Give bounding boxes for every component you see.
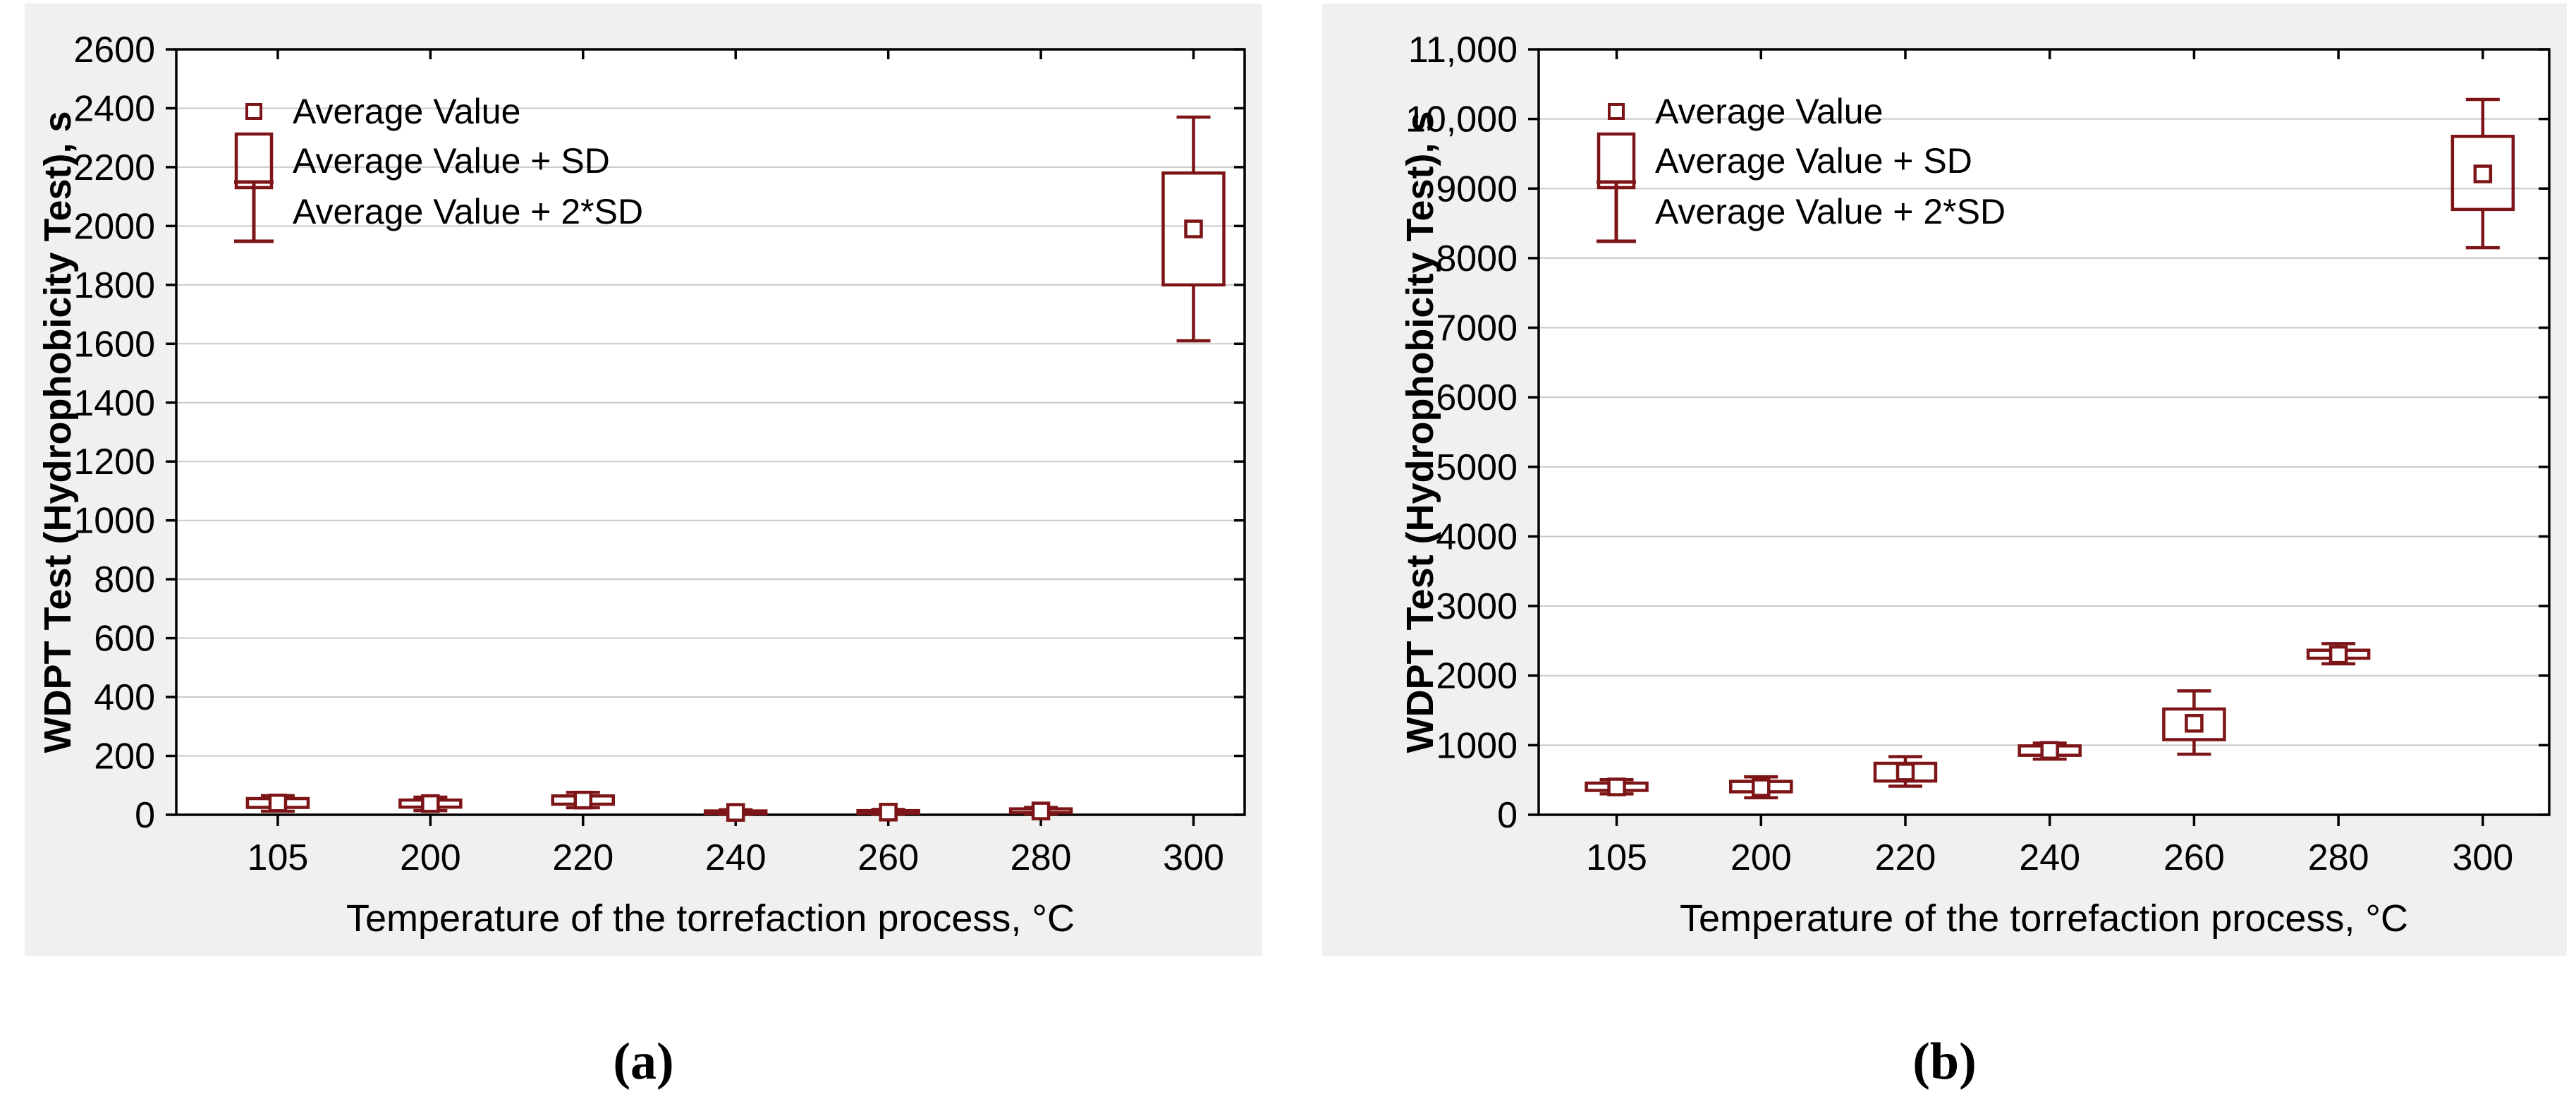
- x-tick-label: 280: [2308, 837, 2369, 878]
- legend-label: Average Value + SD: [293, 141, 610, 181]
- y-tick-label: 11,000: [1408, 30, 1518, 71]
- x-axis-title: Temperature of the torrefaction process,…: [1680, 897, 2408, 940]
- y-tick-label: 9000: [1436, 169, 1518, 210]
- panel-b-chart: 0 1000 2000 3000 4000 5000 6000 7000 8000 9000 10,…: [1322, 4, 2567, 956]
- box-glyph-260: [856, 802, 920, 822]
- x-tick-label: 240: [705, 837, 767, 878]
- legend-label: Average Value + 2*SD: [293, 192, 643, 231]
- box-glyph-240: [2018, 741, 2082, 761]
- caption-a: (a): [613, 1033, 674, 1091]
- mean-marker: [726, 803, 745, 822]
- x-tick-label: 260: [857, 837, 919, 878]
- x-tick-label: 200: [1730, 837, 1792, 878]
- plot-area: [176, 49, 1245, 815]
- y-tick-label: 7000: [1436, 308, 1518, 349]
- mean-marker: [2473, 164, 2493, 183]
- box-glyph-280: [2306, 642, 2371, 666]
- plot-border: [1537, 48, 2551, 816]
- mean-marker: [1896, 763, 1915, 782]
- x-tick-label: 240: [2019, 837, 2080, 878]
- y-tick-label: 4000: [1436, 516, 1518, 557]
- y-tick-label: 2200: [73, 147, 155, 188]
- box-glyph-200: [1729, 775, 1793, 800]
- y-tick-label: 2000: [73, 206, 155, 247]
- caption-b: (b): [1912, 1033, 1977, 1091]
- y-axis-title: WDPT Test (Hydrophobicity Test), s: [37, 111, 79, 753]
- mean-marker: [421, 794, 440, 813]
- mean-marker: [1607, 777, 1626, 796]
- box-glyph-200: [398, 794, 463, 813]
- y-tick-label: 1800: [73, 265, 155, 306]
- y-tick-label: 5000: [1436, 447, 1518, 488]
- boxplot-b: 0 1000 2000 3000 4000 5000 6000 7000 8000 9000 10,…: [1399, 30, 2551, 940]
- y-tick-label: 8000: [1436, 238, 1518, 279]
- y-tick-label: 2400: [73, 88, 155, 129]
- mean-marker: [879, 802, 898, 822]
- box-glyph-105: [1585, 777, 1649, 796]
- box-glyph-220: [1873, 755, 1938, 788]
- legend-label: Average Value: [293, 92, 520, 131]
- mean-marker: [2040, 741, 2059, 760]
- x-tick-label: 220: [552, 837, 614, 878]
- y-tick-label: 800: [94, 559, 155, 600]
- sd-box: [1161, 171, 1226, 287]
- x-tick-label: 105: [1586, 837, 1647, 878]
- legend: Average Value Average Value + SD Average V…: [1597, 92, 2006, 243]
- x-tick-label: 200: [400, 837, 461, 878]
- mean-marker: [2185, 714, 2204, 733]
- y-tick-label: 6000: [1436, 377, 1518, 418]
- mean-marker: [1184, 219, 1203, 238]
- mean-marker: [573, 790, 593, 810]
- box-glyph-240: [703, 803, 768, 822]
- y-tick-label: 400: [94, 677, 155, 718]
- y-tick-label: 3000: [1436, 586, 1518, 627]
- x-tick-label: 260: [2163, 837, 2225, 878]
- y-tick-label: 1200: [73, 442, 155, 483]
- box-glyph-105: [245, 794, 310, 813]
- box-glyph-260: [2162, 689, 2226, 756]
- x-tick-label: 280: [1011, 837, 1072, 878]
- legend-label: Average Value + SD: [1655, 141, 1972, 181]
- boxplot-a: 0 200 400 600 800 1000 1200 1400 1600 1800 2000 220…: [37, 30, 1246, 940]
- mean-marker: [2328, 645, 2348, 665]
- x-tick-label: 300: [1163, 837, 1224, 878]
- sd-box: [2162, 707, 2226, 741]
- x-axis-title: Temperature of the torrefaction process,…: [346, 897, 1075, 940]
- panel-a-chart: 0 200 400 600 800 1000 1200 1400 1600 1800 2000 220…: [25, 4, 1262, 956]
- mean-square-marker: [245, 103, 262, 120]
- mean-marker: [1031, 801, 1051, 820]
- box-glyph-300: [2450, 97, 2515, 250]
- y-tick-label: 1000: [73, 501, 155, 542]
- box-glyph-220: [551, 790, 616, 810]
- mean-square-marker: [1608, 103, 1625, 120]
- y-tick-label: 10,000: [1405, 99, 1518, 140]
- mean-marker: [268, 794, 288, 813]
- y-tick-label: 2000: [1436, 656, 1518, 697]
- box-glyph-300: [1161, 115, 1226, 343]
- mean-marker: [1752, 778, 1771, 797]
- legend-label: Average Value: [1655, 92, 1883, 131]
- x-tick-label: 220: [1875, 837, 1936, 878]
- legend-label: Average Value + 2*SD: [1655, 192, 2006, 231]
- box-glyph-280: [1008, 801, 1073, 820]
- x-tick-label: 105: [248, 837, 309, 878]
- y-tick-label: 600: [94, 619, 155, 660]
- y-tick-label: 200: [94, 736, 155, 777]
- y-tick-label: 1600: [73, 324, 155, 365]
- x-tick-label: 300: [2452, 837, 2513, 878]
- sd-box: [2450, 135, 2515, 212]
- plot-area: [1539, 49, 2549, 815]
- y-tick-label: 1000: [1436, 725, 1518, 766]
- y-axis-title: WDPT Test (Hydrophobicity Test), s: [1399, 111, 1441, 753]
- y-tick-label: 1400: [73, 383, 155, 424]
- y-tick-label: 0: [135, 795, 155, 836]
- y-tick-label: 2600: [73, 30, 155, 71]
- legend: Average Value Average Value + SD Average V…: [234, 92, 643, 243]
- y-tick-label: 0: [1497, 795, 1518, 836]
